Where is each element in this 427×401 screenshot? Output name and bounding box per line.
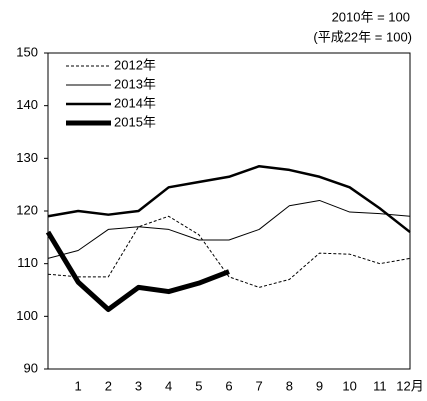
note: 2010年 = 100	[332, 9, 410, 24]
series-line	[47, 164, 411, 234]
x-tick-label: 1	[75, 378, 82, 393]
y-tick-label: 110	[17, 255, 38, 270]
y-tick-label: 140	[16, 97, 38, 112]
x-tick-label: 7	[256, 378, 263, 393]
y-tick-label: 130	[16, 150, 38, 165]
x-tick-label: 10	[342, 378, 356, 393]
legend-label: 2014年	[114, 95, 156, 110]
y-tick-label: 100	[16, 308, 38, 323]
y-tick-label: 120	[16, 202, 38, 217]
x-tick-label: 12月	[396, 378, 423, 393]
series-line	[47, 215, 411, 288]
legend-label: 2015年	[114, 114, 156, 129]
series-line	[45, 230, 230, 312]
x-tick-label: 5	[195, 378, 202, 393]
y-tick-label: 150	[16, 44, 38, 59]
x-tick-label: 4	[165, 378, 172, 393]
plot-frame	[47, 52, 411, 370]
legend-label: 2013年	[114, 76, 156, 91]
x-tick-label: 11	[373, 378, 387, 393]
note: (平成22年 = 100)	[313, 29, 412, 44]
legend-label: 2012年	[114, 57, 156, 72]
series-line	[47, 199, 411, 259]
x-tick-label: 2	[105, 378, 112, 393]
x-tick-label: 9	[316, 378, 323, 393]
y-tick-label: 90	[24, 360, 38, 375]
x-tick-label: 8	[286, 378, 293, 393]
x-tick-label: 3	[135, 378, 142, 393]
x-tick-label: 6	[225, 378, 232, 393]
